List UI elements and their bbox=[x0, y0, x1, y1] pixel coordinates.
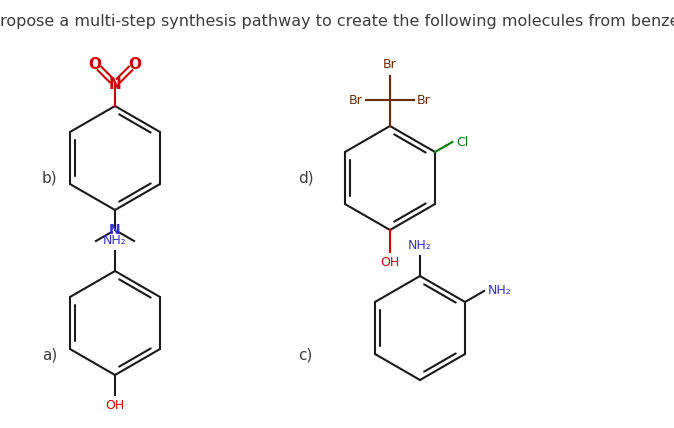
Text: b): b) bbox=[42, 170, 57, 185]
Text: Cl: Cl bbox=[456, 136, 468, 149]
Text: Br: Br bbox=[417, 93, 431, 107]
Text: NH₂: NH₂ bbox=[488, 285, 512, 297]
Text: Br: Br bbox=[349, 93, 363, 107]
Text: O: O bbox=[128, 56, 142, 72]
Text: OH: OH bbox=[105, 399, 125, 412]
Text: NH₂: NH₂ bbox=[408, 239, 432, 252]
Text: NH₂: NH₂ bbox=[103, 234, 127, 247]
Text: 1) Propose a multi-step synthesis pathway to create the following molecules from: 1) Propose a multi-step synthesis pathwa… bbox=[0, 14, 674, 29]
Text: N: N bbox=[109, 223, 121, 237]
Text: c): c) bbox=[298, 348, 312, 363]
Text: d): d) bbox=[298, 170, 313, 185]
Text: a): a) bbox=[42, 348, 57, 363]
Text: Br: Br bbox=[383, 58, 397, 71]
Text: OH: OH bbox=[380, 256, 400, 269]
Text: N: N bbox=[109, 77, 121, 92]
Text: O: O bbox=[89, 56, 102, 72]
